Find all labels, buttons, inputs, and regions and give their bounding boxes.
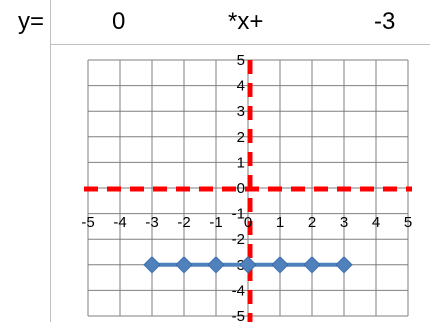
y-tick-label: -5	[232, 308, 245, 322]
x-tick-label: -2	[177, 214, 190, 231]
y-tick-label: 2	[237, 129, 245, 146]
x-tick-label: 3	[340, 214, 348, 231]
x-tick-label: 0	[244, 214, 252, 231]
operator-cell: *x+	[228, 8, 264, 35]
y-tick-label: 0	[237, 180, 245, 197]
y-tick-label: 4	[237, 78, 245, 95]
y-tick-label: -4	[232, 282, 245, 299]
y-tick-label: 3	[237, 103, 245, 120]
data-series	[143, 256, 353, 274]
data-point	[303, 256, 321, 274]
chart-axis-lines	[84, 60, 412, 322]
row-gridline	[50, 44, 430, 45]
x-tick-labels: -5 -4 -3 -2 -1 0 1 2 3 4 5	[81, 214, 412, 231]
data-point	[175, 256, 193, 274]
slope-cell[interactable]: 0	[112, 8, 126, 35]
data-point	[239, 256, 257, 274]
x-tick-label: -1	[209, 214, 222, 231]
intercept-cell[interactable]: -3	[374, 8, 396, 35]
x-tick-label: 5	[404, 214, 412, 231]
y-tick-label: -2	[232, 231, 245, 248]
equation-lhs-label: y=	[18, 8, 45, 35]
x-tick-label: -4	[113, 214, 126, 231]
x-tick-label: 1	[276, 214, 284, 231]
data-point	[271, 256, 289, 274]
data-point	[143, 256, 161, 274]
data-point	[207, 256, 225, 274]
x-tick-label: -3	[145, 214, 158, 231]
y-tick-label: 5	[237, 52, 245, 69]
x-tick-label: 2	[308, 214, 316, 231]
x-tick-label: -5	[81, 214, 94, 231]
y-tick-label: -1	[232, 206, 245, 223]
x-tick-label: 4	[372, 214, 380, 231]
y-tick-label: 1	[237, 154, 245, 171]
column-gridline	[50, 0, 51, 322]
data-point	[335, 256, 353, 274]
formula-row: y= 0 *x+ -3	[0, 0, 430, 44]
